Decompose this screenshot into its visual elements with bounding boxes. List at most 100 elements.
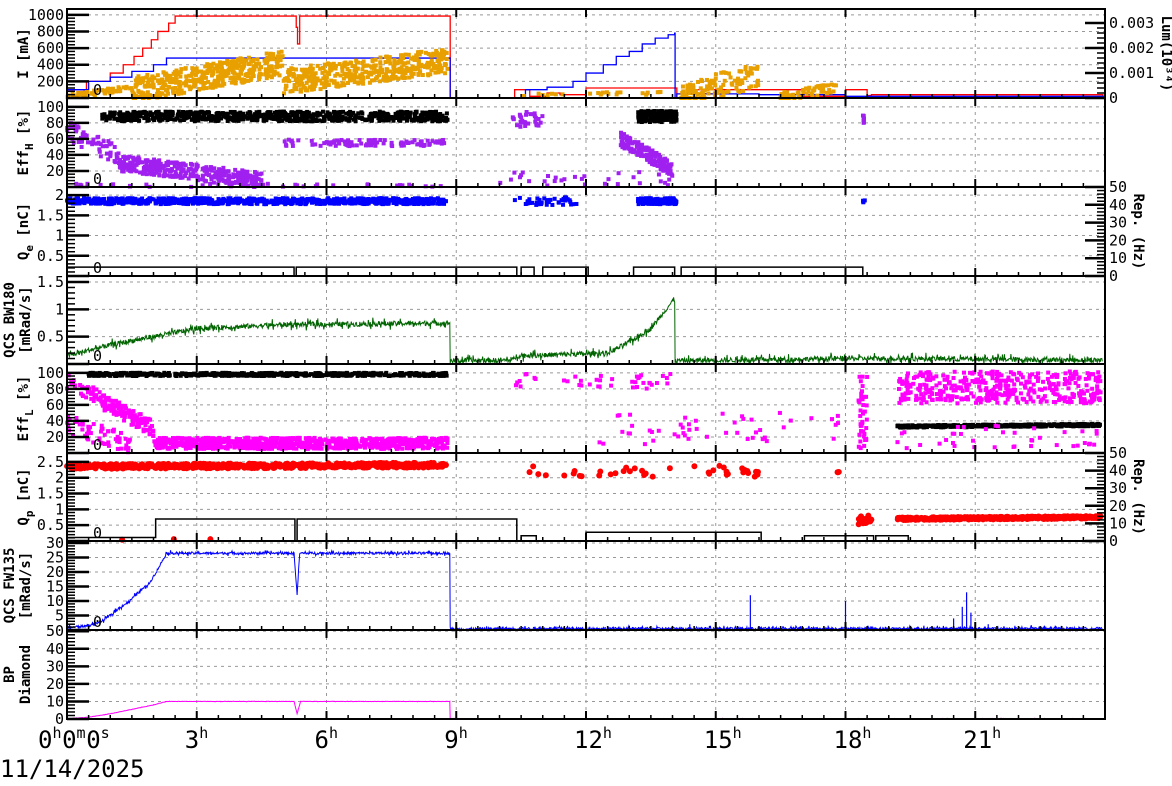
data-point — [832, 83, 836, 87]
data-point — [154, 199, 158, 203]
data-point — [175, 167, 179, 171]
data-point — [427, 52, 431, 56]
data-point — [233, 168, 237, 172]
data-point — [168, 79, 172, 83]
data-point — [406, 67, 410, 71]
data-point — [535, 123, 539, 127]
data-point — [284, 143, 288, 147]
data-point — [182, 168, 186, 172]
data-point — [121, 165, 125, 169]
data-point — [201, 167, 205, 171]
data-point — [106, 429, 110, 433]
data-point — [416, 200, 420, 204]
data-point — [354, 113, 358, 117]
data-point — [190, 167, 194, 171]
data-point — [445, 67, 449, 71]
data-point — [117, 412, 121, 416]
data-point — [134, 85, 138, 89]
series-qcs-bw180-line — [67, 297, 1102, 364]
data-point — [296, 374, 300, 378]
data-point — [896, 424, 900, 428]
data-point — [605, 90, 609, 94]
data-point — [936, 425, 940, 429]
data-point — [670, 197, 674, 201]
data-point — [164, 161, 168, 165]
data-point — [327, 72, 331, 76]
data-point — [166, 112, 170, 116]
data-point — [346, 118, 350, 122]
data-point — [275, 59, 279, 63]
data-point — [111, 87, 115, 91]
data-point — [85, 90, 89, 94]
data-point — [422, 198, 426, 202]
data-point — [437, 60, 441, 64]
data-point — [553, 197, 557, 201]
data-point — [1081, 424, 1085, 428]
data-point — [297, 199, 301, 203]
data-point — [950, 425, 954, 429]
data-point — [571, 202, 575, 206]
data-point — [288, 115, 292, 119]
data-point — [156, 73, 160, 77]
data-point — [658, 202, 662, 206]
data-point — [189, 174, 193, 178]
data-point — [114, 437, 118, 441]
data-point — [171, 80, 175, 84]
data-point — [1039, 423, 1043, 427]
data-point — [434, 373, 438, 377]
data-point — [107, 373, 111, 377]
data-point — [112, 412, 116, 416]
data-point — [392, 66, 396, 70]
data-point — [258, 197, 262, 201]
data-point — [337, 140, 341, 144]
data-point — [175, 174, 179, 178]
data-point — [398, 116, 402, 120]
data-point — [128, 438, 132, 442]
data-point — [716, 88, 720, 92]
panel-bw180-series — [67, 297, 1102, 364]
data-point — [265, 60, 269, 64]
data-point — [164, 78, 168, 82]
data-point — [729, 75, 733, 79]
data-point — [154, 371, 158, 375]
data-point — [352, 74, 356, 78]
data-point — [184, 171, 188, 175]
data-point — [404, 140, 408, 144]
data-point — [278, 64, 282, 68]
data-point — [236, 374, 240, 378]
data-point — [383, 79, 387, 83]
data-point — [554, 176, 558, 180]
data-point — [152, 85, 156, 89]
data-point — [177, 110, 181, 114]
data-point — [550, 92, 554, 96]
data-point — [218, 373, 222, 377]
data-point — [181, 162, 185, 166]
data-point — [209, 118, 213, 122]
data-point — [335, 197, 339, 201]
data-point — [264, 202, 268, 206]
data-point — [141, 91, 145, 95]
data-point — [741, 89, 745, 93]
data-point — [226, 119, 230, 123]
data-point — [129, 412, 133, 416]
data-point — [203, 117, 207, 121]
data-point — [133, 413, 137, 417]
data-point — [247, 372, 251, 376]
data-point — [1097, 423, 1101, 427]
data-point — [342, 83, 346, 87]
data-point — [242, 169, 246, 173]
data-point — [378, 62, 382, 66]
data-point — [333, 111, 337, 115]
data-point — [721, 83, 725, 87]
data-point — [443, 63, 447, 67]
data-point — [412, 55, 416, 59]
data-point — [381, 202, 385, 206]
data-point — [318, 112, 322, 116]
data-point — [221, 111, 225, 115]
data-point — [175, 88, 179, 92]
data-point — [242, 201, 246, 205]
data-point — [340, 114, 344, 118]
data-point — [663, 181, 667, 185]
data-point — [674, 117, 678, 121]
data-point — [338, 73, 342, 77]
